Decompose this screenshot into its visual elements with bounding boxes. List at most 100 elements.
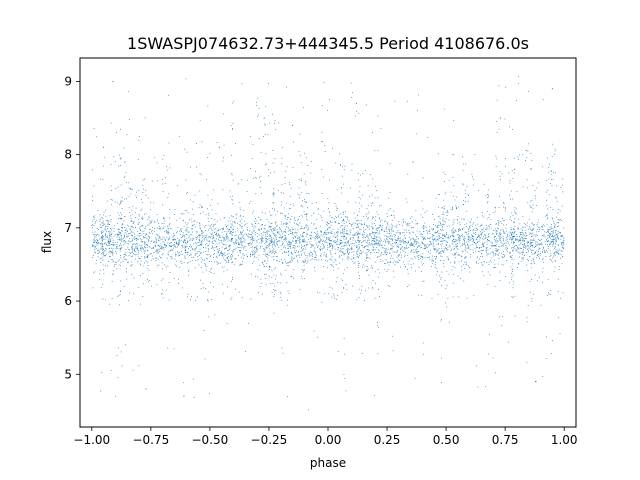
data-point: [296, 223, 298, 225]
data-point: [535, 198, 537, 200]
data-point: [431, 298, 433, 300]
data-point: [255, 193, 257, 195]
data-point: [216, 261, 218, 263]
data-point: [489, 224, 491, 225]
data-point: [559, 333, 561, 334]
data-point: [396, 224, 398, 226]
data-point: [164, 231, 166, 232]
data-point: [273, 202, 274, 204]
data-point: [131, 245, 133, 247]
data-point: [208, 244, 210, 246]
data-point: [452, 239, 454, 240]
data-point: [261, 239, 263, 241]
data-point: [295, 241, 297, 243]
data-point: [365, 259, 367, 261]
data-point: [257, 276, 259, 278]
data-point: [509, 282, 510, 284]
data-point: [441, 285, 443, 286]
data-point: [463, 237, 465, 239]
data-point: [162, 240, 164, 242]
data-point: [252, 253, 254, 255]
data-point: [518, 252, 520, 254]
data-point: [142, 247, 143, 248]
data-point: [446, 211, 448, 213]
data-point: [328, 222, 330, 224]
data-point: [444, 247, 446, 249]
data-point: [531, 199, 533, 201]
data-point: [358, 222, 360, 224]
data-point: [367, 257, 369, 258]
data-point: [552, 241, 554, 243]
data-point: [325, 255, 327, 256]
data-point: [391, 237, 393, 239]
data-point: [289, 260, 291, 262]
data-point: [466, 251, 468, 253]
data-point: [360, 198, 362, 200]
data-point: [498, 252, 500, 254]
data-point: [357, 239, 359, 241]
data-point: [138, 258, 140, 259]
data-point: [110, 244, 112, 245]
data-point: [306, 255, 308, 257]
data-point: [226, 257, 228, 259]
data-point: [230, 241, 232, 242]
data-point: [336, 276, 338, 278]
data-point: [351, 169, 353, 171]
data-point: [335, 236, 337, 237]
data-point: [392, 251, 394, 253]
data-point: [461, 256, 463, 258]
data-point: [186, 209, 188, 211]
data-point: [516, 190, 518, 192]
data-point: [429, 237, 430, 239]
data-point: [356, 246, 357, 248]
data-point: [399, 232, 401, 233]
data-point: [483, 183, 485, 185]
data-point: [403, 250, 405, 252]
data-point: [452, 230, 454, 232]
data-point: [299, 242, 301, 244]
data-point: [315, 251, 317, 253]
data-point: [536, 225, 538, 227]
data-point: [526, 264, 528, 266]
data-point: [224, 224, 226, 226]
data-point: [124, 234, 125, 236]
data-point: [384, 253, 386, 255]
data-point: [551, 241, 552, 243]
data-point: [513, 241, 515, 243]
data-point: [184, 240, 186, 241]
data-point: [404, 256, 405, 258]
data-point: [380, 255, 382, 257]
data-point: [205, 254, 207, 255]
data-point: [499, 239, 500, 241]
data-point: [159, 255, 161, 257]
data-point: [224, 252, 225, 254]
data-point: [116, 234, 118, 235]
data-point: [110, 185, 112, 187]
data-point: [434, 264, 436, 266]
data-point: [483, 238, 485, 240]
data-point: [321, 131, 323, 133]
data-point: [315, 253, 316, 255]
data-point: [117, 212, 119, 214]
data-point: [315, 257, 317, 259]
data-point: [446, 233, 447, 235]
data-point: [390, 248, 392, 249]
data-point: [300, 228, 302, 230]
data-point: [299, 222, 301, 224]
data-point: [477, 241, 478, 243]
data-point: [345, 242, 346, 243]
data-point: [535, 243, 537, 245]
data-point: [317, 247, 318, 249]
data-point: [551, 235, 553, 237]
data-point: [448, 237, 450, 238]
data-point: [293, 229, 294, 231]
data-point: [257, 292, 259, 294]
data-point: [284, 234, 286, 236]
data-point: [400, 244, 402, 246]
data-point: [178, 241, 180, 243]
data-point: [505, 247, 507, 249]
data-point: [183, 262, 185, 263]
data-point: [167, 254, 169, 256]
data-point: [232, 252, 234, 254]
